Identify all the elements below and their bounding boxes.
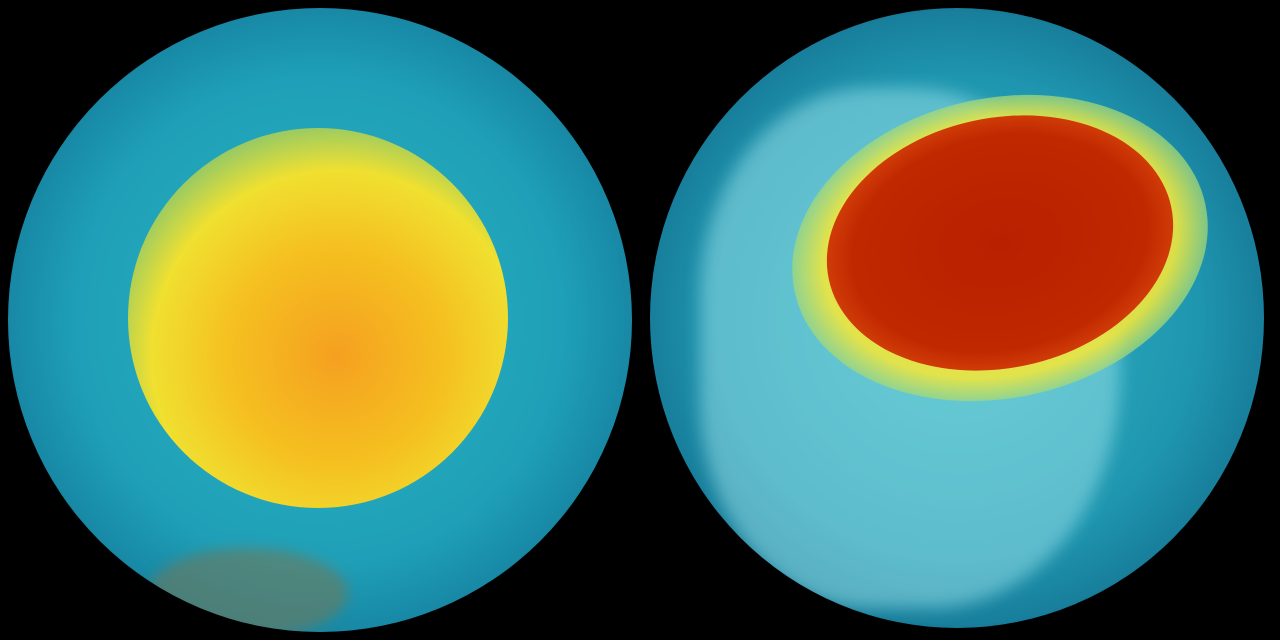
- left-globe: [8, 8, 632, 632]
- globe-shading: [8, 8, 632, 632]
- right-globe: [650, 8, 1264, 628]
- globe-shading: [650, 8, 1264, 628]
